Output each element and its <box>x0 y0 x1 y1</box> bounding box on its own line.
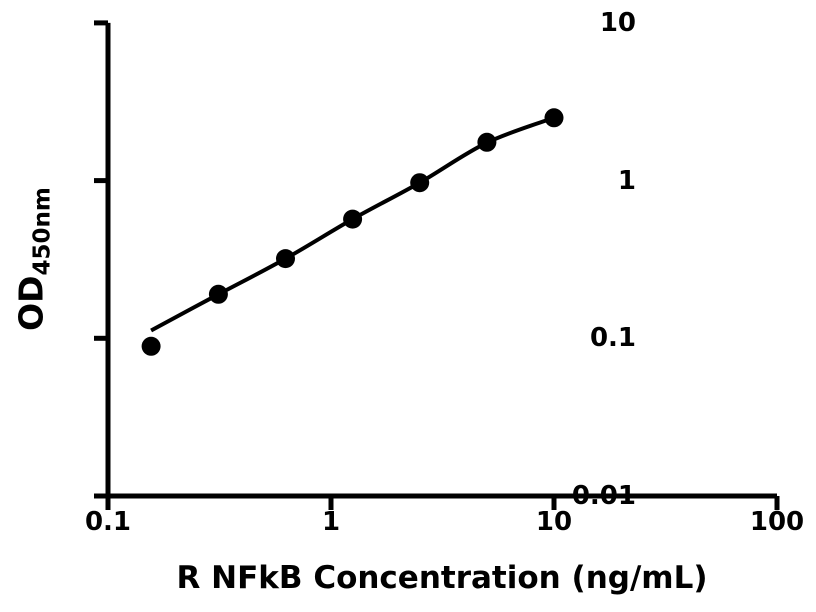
x-tick-label-10: 10 <box>535 507 573 537</box>
data-point-marker <box>343 209 363 229</box>
x-tick-label-100: 100 <box>749 507 805 537</box>
data-point-marker <box>208 284 228 304</box>
data-point-marker <box>141 336 161 356</box>
data-point-marker <box>544 108 564 128</box>
x-axis-title: R NFkB Concentration (ng/mL) <box>176 560 708 596</box>
y-tick-label-0.01: 0.01 <box>571 481 636 511</box>
y-axis-title-subscript: 450nm <box>29 187 56 276</box>
data-point-marker <box>477 132 497 152</box>
y-axis-title-main: OD <box>11 275 51 331</box>
y-tick-label-10: 10 <box>599 7 636 38</box>
y-tick-label-0.1: 0.1 <box>589 323 636 354</box>
data-point-marker <box>410 173 430 193</box>
y-axis-title: OD450nm <box>11 187 56 331</box>
x-tick-label-1: 1 <box>321 507 341 537</box>
x-tick-label-0.1: 0.1 <box>84 507 132 537</box>
y-tick-label-1: 1 <box>617 165 636 196</box>
data-point-marker <box>276 249 295 269</box>
